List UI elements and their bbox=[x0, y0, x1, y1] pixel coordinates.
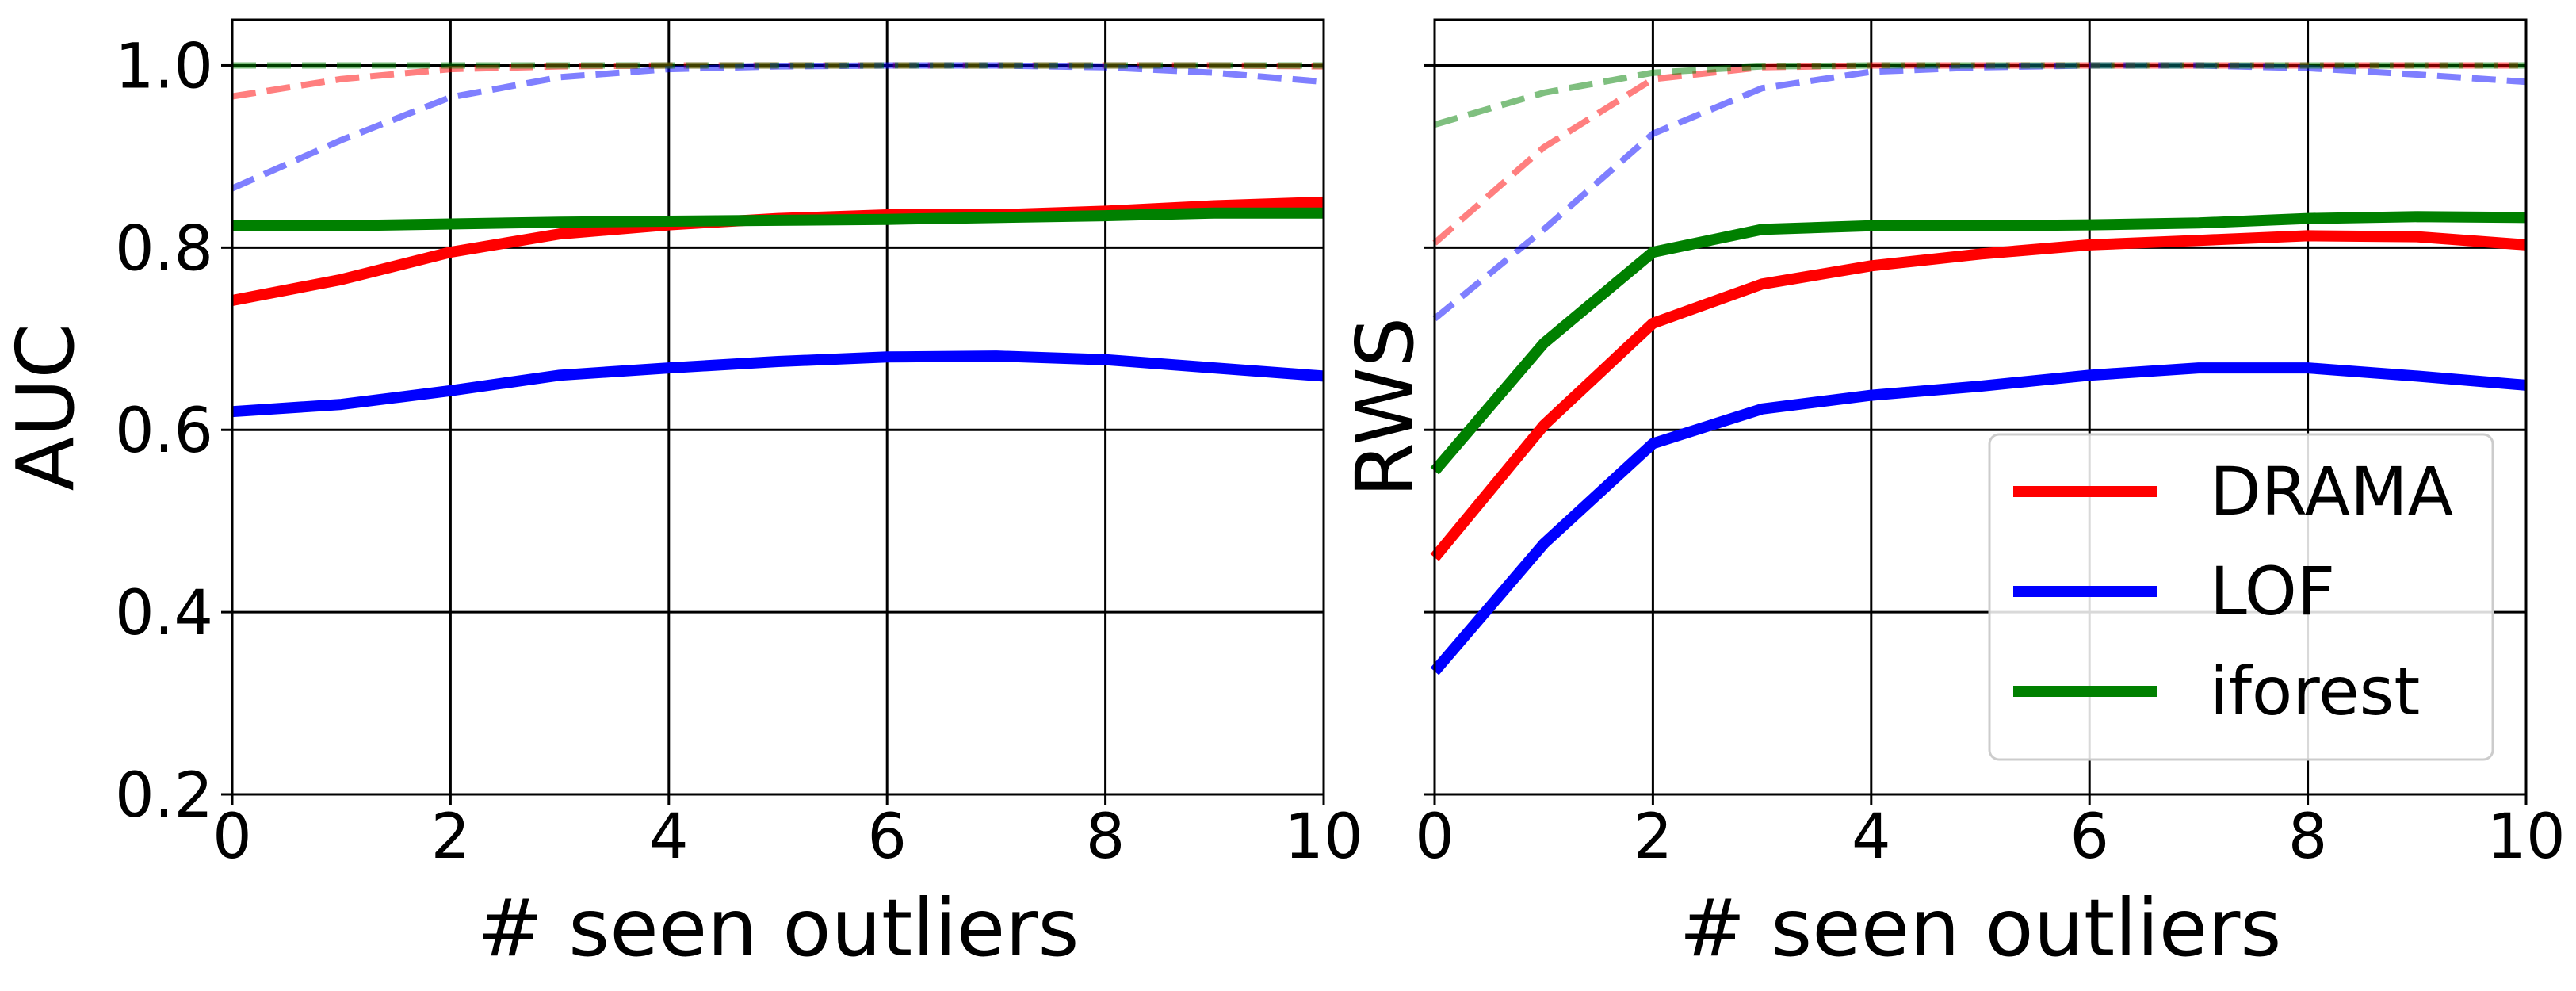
panel-2-x-tick-label: 6 bbox=[2070, 802, 2109, 873]
panel-2-x-tick-label: 0 bbox=[1415, 802, 1454, 873]
panel-2-series-drama-solid-line bbox=[1430, 230, 2527, 561]
panel-1-y-tick-label: 1.0 bbox=[115, 31, 213, 102]
panel-1-x-tick-label: 10 bbox=[1284, 802, 1363, 873]
panel-2-y-axis-label: RWS bbox=[1339, 317, 1431, 498]
panel-1-y-axis-label: AUC bbox=[0, 323, 92, 491]
panel-2-series-lof-dashed-line bbox=[1432, 62, 2527, 322]
panel-1-series-lof-dashed-line bbox=[231, 62, 1324, 192]
panel-2-series-drama-dashed-line bbox=[1432, 62, 2526, 246]
legend-label-lof: LOF bbox=[2210, 553, 2335, 630]
panel-2-x-tick-label: 8 bbox=[2288, 802, 2328, 873]
panel-1-series-iforest-solid-line bbox=[232, 207, 1324, 231]
panel-2-series-iforest-solid-line bbox=[1430, 211, 2527, 475]
panel-1-axes-frame bbox=[231, 18, 1325, 796]
panel-2-x-tick-label: 4 bbox=[1852, 802, 1891, 873]
legend-label-drama: DRAMA bbox=[2210, 453, 2453, 530]
panel-1-y-tick-label: 0.2 bbox=[115, 760, 213, 832]
legend-box bbox=[1988, 433, 2494, 761]
panel-1-x-tick-label: 0 bbox=[212, 802, 252, 873]
panel-2-series-lof-solid-line bbox=[1430, 362, 2527, 675]
panel-1-y-tick-label: 0.6 bbox=[115, 396, 213, 467]
panel-1-x-axis-label: # seen outliers bbox=[477, 882, 1080, 974]
panel-1-y-tick-label: 0.4 bbox=[115, 578, 213, 649]
panel-2-series-iforest-dashed-line bbox=[1433, 62, 2526, 128]
panel-1-x-tick-label: 6 bbox=[867, 802, 907, 873]
panel-2-axes-frame bbox=[1433, 18, 2528, 796]
panel-1-x-tick-label: 4 bbox=[649, 802, 689, 873]
panel-1-x-tick-label: 2 bbox=[431, 802, 471, 873]
panel-1-y-tick-label: 0.8 bbox=[115, 213, 213, 285]
panel-1-x-tick-label: 8 bbox=[1086, 802, 1126, 873]
panel-2-x-tick-label: 10 bbox=[2486, 802, 2565, 873]
legend-label-iforest: iforest bbox=[2210, 652, 2420, 730]
panel-2-x-axis-label: # seen outliers bbox=[1680, 882, 2282, 974]
panel-1-series-lof-solid-line bbox=[231, 350, 1324, 418]
panel-2-x-tick-label: 2 bbox=[1634, 802, 1673, 873]
